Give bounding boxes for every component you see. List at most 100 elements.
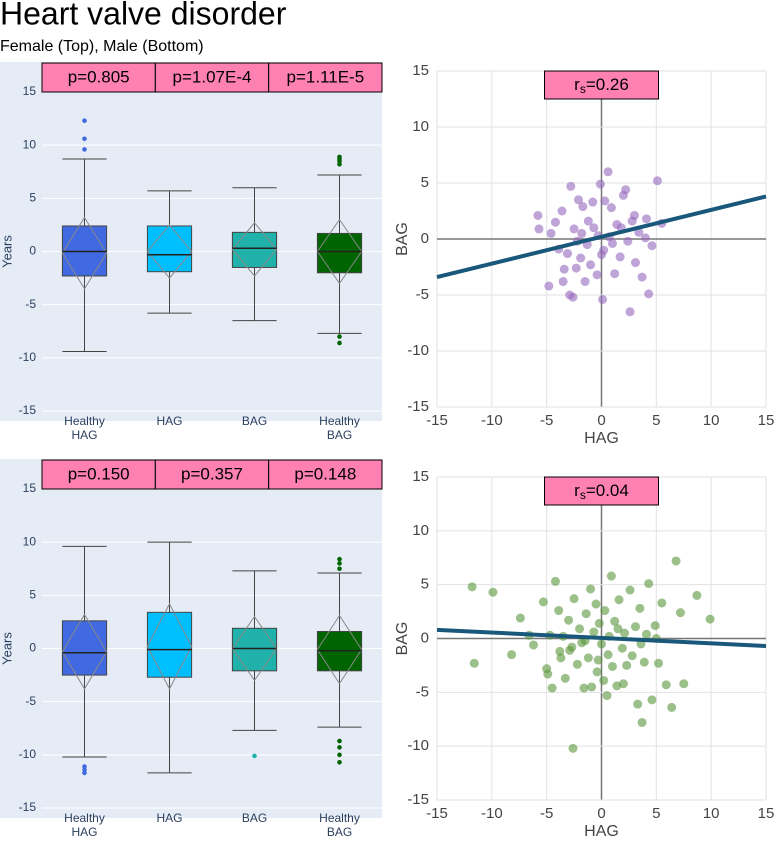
subtitle: Female (Top), Male (Bottom) — [0, 38, 204, 55]
outlier — [82, 770, 87, 776]
y-tick-label: -15 — [407, 791, 429, 808]
point — [555, 646, 565, 656]
x-tick-label: 5 — [652, 805, 660, 822]
point — [568, 743, 578, 753]
point — [534, 224, 544, 234]
annotation-box — [268, 459, 383, 490]
y-tick-label: 15 — [23, 84, 37, 98]
point — [630, 622, 640, 632]
point — [599, 245, 609, 255]
y-tick-label: -10 — [407, 342, 429, 359]
point — [564, 615, 574, 625]
point — [630, 258, 640, 268]
point — [647, 241, 657, 251]
x-tick-label: HAG — [156, 811, 183, 825]
point — [606, 203, 616, 213]
annotation-box — [544, 476, 659, 506]
y-axis-label: BAG — [394, 622, 411, 656]
y-tick-label: 15 — [412, 62, 429, 79]
annotation: p=0.150 — [68, 464, 130, 483]
y-tick-label: 0 — [421, 629, 429, 646]
annotation: rs=0.26 — [574, 75, 629, 96]
point — [583, 216, 593, 226]
outlier — [82, 118, 87, 124]
box — [146, 225, 193, 273]
annotation-box — [154, 459, 270, 490]
annotation: p=0.805 — [68, 67, 130, 86]
y-tick-label: 10 — [412, 522, 429, 539]
x-tick-label: Healthy HAG — [64, 414, 105, 442]
x-tick-label: Healthy BAG — [319, 811, 360, 839]
x-tick-label: 10 — [703, 412, 720, 429]
y-tick-label: 5 — [421, 174, 429, 191]
point — [543, 669, 553, 679]
point — [515, 613, 525, 623]
point — [598, 294, 608, 304]
x-tick-label: 10 — [703, 805, 720, 822]
point — [578, 202, 588, 212]
point — [652, 176, 662, 186]
point — [583, 653, 593, 663]
fit-line — [436, 627, 767, 649]
mean-sd-diamond — [146, 224, 193, 279]
y-axis-label: BAG — [394, 222, 411, 256]
y-tick-label: -10 — [19, 747, 37, 761]
point — [633, 699, 643, 709]
outlier — [252, 753, 257, 759]
point — [588, 197, 598, 207]
annotation-subscript: s — [580, 82, 586, 96]
annotation-box — [268, 62, 383, 93]
point — [675, 608, 685, 618]
point — [538, 597, 548, 607]
point — [595, 179, 605, 189]
point — [600, 606, 610, 616]
fit-line — [436, 194, 767, 280]
annotation-box — [154, 62, 270, 93]
mean-sd-diamond — [231, 615, 278, 682]
point — [569, 224, 579, 234]
point — [568, 292, 578, 302]
point — [529, 640, 539, 650]
outlier — [337, 561, 342, 566]
point — [618, 679, 628, 689]
x-tick-label: -10 — [481, 412, 503, 429]
point — [603, 167, 613, 177]
x-tick-label: 15 — [758, 412, 775, 429]
point — [579, 683, 589, 693]
x-tick-label: 5 — [652, 412, 660, 429]
point — [705, 614, 715, 624]
point — [614, 595, 624, 605]
y-tick-label: 10 — [23, 534, 37, 548]
box — [231, 627, 278, 672]
point — [550, 576, 560, 586]
point — [667, 702, 677, 712]
y-tick-label: 10 — [412, 118, 429, 135]
point — [639, 657, 649, 667]
annotation: p=1.07E-4 — [173, 67, 252, 86]
point — [558, 277, 568, 287]
point — [610, 616, 620, 626]
point — [572, 659, 582, 669]
y-axis-label: Years — [0, 235, 14, 268]
y-axis-label: Years — [0, 632, 14, 665]
y-tick-label: -5 — [25, 297, 36, 311]
title: Heart valve disorder — [0, 0, 287, 31]
y-tick-label: 5 — [421, 576, 429, 593]
point — [602, 691, 612, 701]
annotation-base: r — [574, 481, 580, 500]
point — [620, 628, 630, 638]
point — [650, 621, 660, 631]
point — [592, 270, 602, 280]
point — [625, 307, 635, 317]
annotation-rest: =0.04 — [586, 481, 629, 500]
y-tick-label: 15 — [412, 468, 429, 485]
point — [615, 252, 625, 262]
point — [603, 650, 613, 660]
point — [621, 185, 631, 195]
point — [635, 603, 645, 613]
point — [550, 217, 560, 227]
point — [644, 579, 654, 589]
point — [623, 236, 633, 246]
